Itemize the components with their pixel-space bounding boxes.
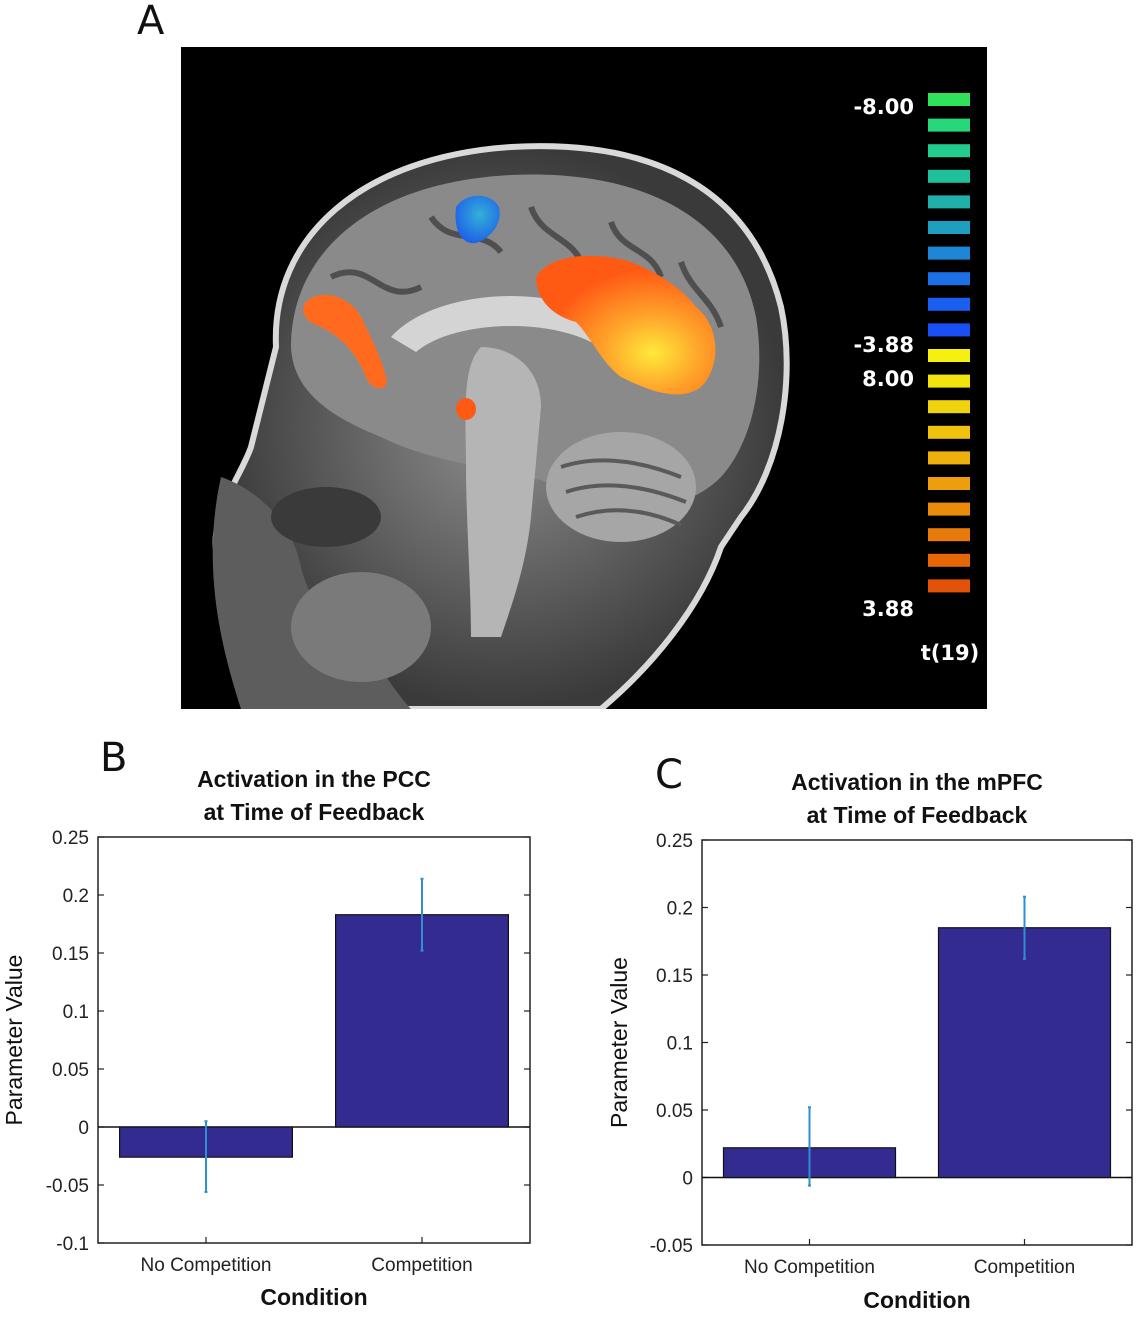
y-tick-label: -0.1 bbox=[56, 1234, 89, 1255]
y-axis-label: Parameter Value bbox=[1, 955, 27, 1126]
colorbar-label: 8.00 bbox=[862, 367, 914, 391]
colorbar-swatch bbox=[928, 169, 970, 183]
y-tick-label: 0.2 bbox=[667, 899, 693, 920]
x-tick-label: No Competition bbox=[141, 1255, 272, 1276]
panel-label-a: A bbox=[137, 0, 165, 44]
y-tick-label: 0.1 bbox=[667, 1034, 693, 1055]
colorbar-swatch bbox=[928, 195, 970, 209]
x-tick-label: Competition bbox=[974, 1257, 1075, 1278]
y-tick-label: 0.1 bbox=[63, 1002, 89, 1023]
small-activation-blob bbox=[456, 398, 476, 420]
y-tick-label: 0 bbox=[78, 1118, 89, 1139]
bar-chart-1: -0.1 -0.05 0 0.05 0.1 0.15 0.2 0.25 No Competiti… bbox=[1, 766, 531, 1310]
x-axis-label: Condition bbox=[863, 1287, 970, 1313]
bar-chart-2: -0.05 0 0.05 0.1 0.15 0.2 0.25 No Competition Co… bbox=[606, 769, 1133, 1313]
plot-frame bbox=[97, 836, 531, 1244]
colorbar-swatch bbox=[928, 93, 970, 106]
colorbar-label: -3.88 bbox=[853, 333, 914, 357]
panel-label-c: C bbox=[655, 752, 683, 798]
colorbar-swatch bbox=[928, 349, 970, 362]
colorbar: -8.00 -3.88 8.00 3.88 t(19) bbox=[853, 93, 979, 665]
y-tick-label: 0 bbox=[682, 1169, 693, 1190]
chart-title-line: at Time of Feedback bbox=[807, 802, 1028, 828]
colorbar-label: -8.00 bbox=[853, 95, 914, 119]
brain-mri-panel bbox=[181, 47, 987, 712]
colorbar-swatch bbox=[928, 246, 970, 260]
deactivation-blob bbox=[455, 195, 500, 244]
mpfc-activation-blob bbox=[536, 255, 716, 395]
colorbar-swatch bbox=[928, 323, 970, 337]
bar bbox=[937, 927, 1112, 1179]
y-tick-label: -0.05 bbox=[46, 1176, 89, 1197]
colorbar-label: t(19) bbox=[921, 641, 979, 665]
colorbar-swatch bbox=[928, 374, 970, 388]
y-tick-label: -0.05 bbox=[650, 1236, 693, 1257]
x-axis-label: Condition bbox=[260, 1284, 367, 1310]
chart-title-line: at Time of Feedback bbox=[204, 799, 425, 825]
x-tick-label: Competition bbox=[371, 1255, 472, 1276]
y-tick-label: 0.25 bbox=[656, 831, 693, 852]
y-tick-label: 0.2 bbox=[63, 886, 89, 907]
colorbar-swatch bbox=[928, 579, 970, 593]
colorbar-swatch bbox=[928, 553, 970, 567]
colorbar-swatch bbox=[928, 451, 970, 465]
colorbar-swatch bbox=[928, 400, 970, 414]
colorbar-swatch bbox=[928, 118, 970, 132]
y-tick-label: 0.15 bbox=[656, 966, 693, 987]
colorbar-swatch bbox=[928, 502, 970, 516]
chart-title-line: Activation in the mPFC bbox=[791, 769, 1043, 795]
x-tick-label: No Competition bbox=[744, 1257, 875, 1278]
chart-title-line: Activation in the PCC bbox=[197, 766, 431, 792]
colorbar-swatch bbox=[928, 144, 970, 158]
pcc-activation-blob bbox=[303, 294, 387, 389]
colorbar-label: 3.88 bbox=[862, 597, 914, 621]
y-axis-label: Parameter Value bbox=[606, 957, 632, 1128]
colorbar-swatch bbox=[928, 297, 970, 311]
brain-mri-image bbox=[181, 47, 987, 712]
colorbar-swatch bbox=[928, 272, 970, 286]
colorbar-swatch bbox=[928, 528, 970, 542]
panel-label-b: B bbox=[100, 735, 128, 781]
colorbar-swatch bbox=[928, 477, 970, 490]
colorbar-swatch bbox=[928, 425, 970, 439]
y-tick-label: 0.15 bbox=[52, 944, 89, 965]
colorbar-swatch bbox=[928, 221, 970, 234]
y-tick-label: 0.25 bbox=[52, 828, 89, 849]
y-tick-label: 0.05 bbox=[656, 1101, 693, 1122]
y-tick-label: 0.05 bbox=[52, 1060, 89, 1081]
